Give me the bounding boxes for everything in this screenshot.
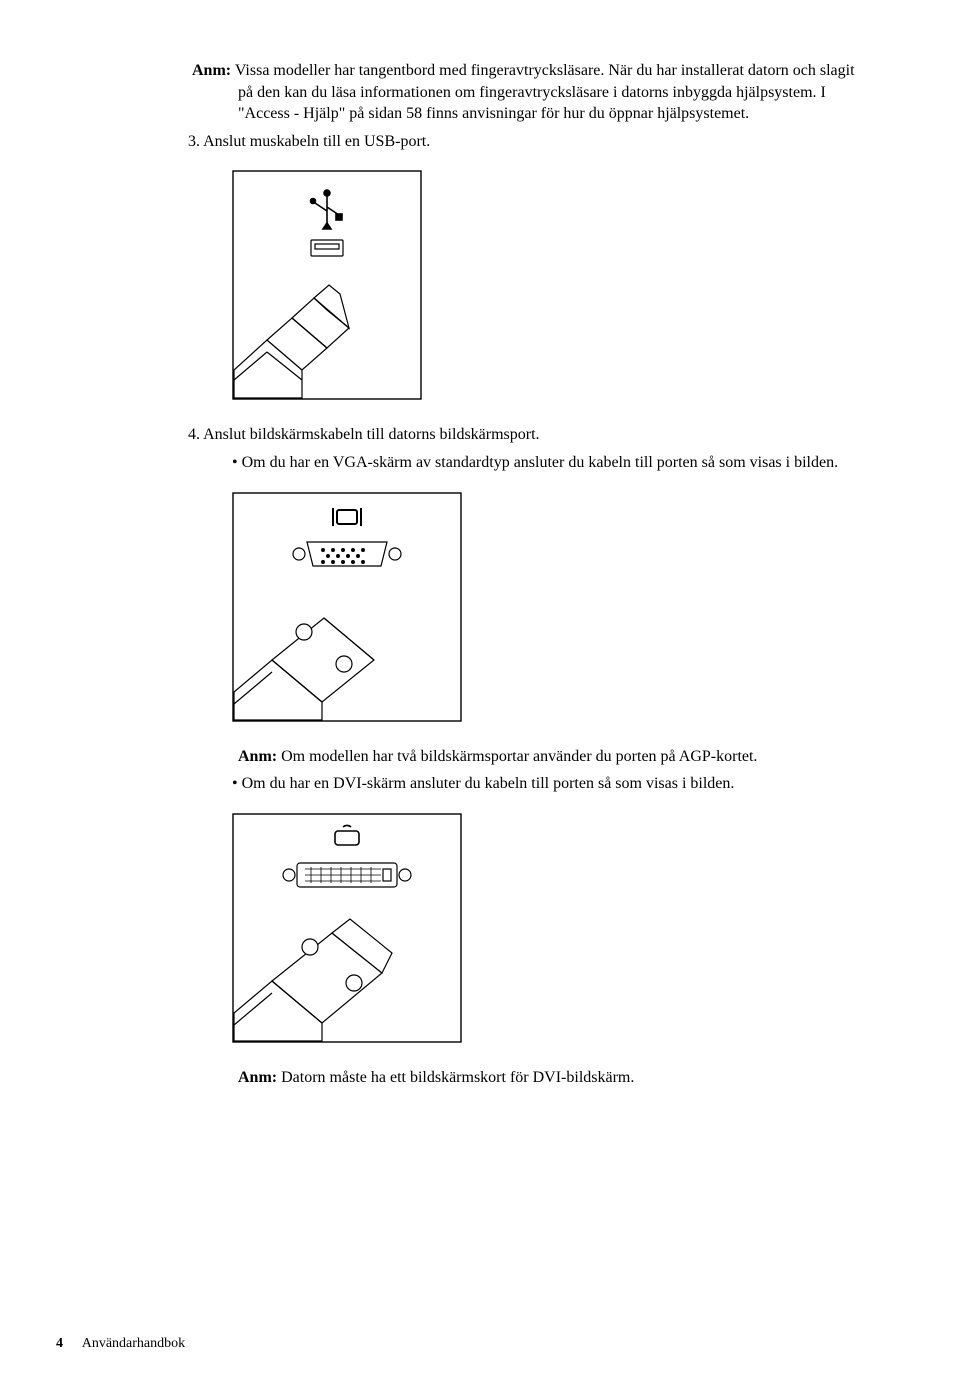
page-number: 4 <box>56 1336 63 1351</box>
bullet-dvi-marker: • <box>232 775 238 792</box>
figure-vga <box>232 492 860 722</box>
list-item-3-text: Anslut muskabeln till en USB-port. <box>203 133 430 150</box>
list-item-4-marker: 4. <box>188 426 200 443</box>
note-3-text: Datorn måste ha ett bildskärmskort för D… <box>281 1069 634 1086</box>
note-2-label: Anm: <box>238 748 277 765</box>
bullet-vga-marker: • <box>232 454 238 471</box>
note-1: Anm: Vissa modeller har tangentbord med … <box>192 60 860 125</box>
page-footer: 4 Användarhandbok <box>56 1336 185 1352</box>
note-3-label: Anm: <box>238 1069 277 1086</box>
list-item-4-text: Anslut bildskärmskabeln till datorns bil… <box>203 426 539 443</box>
figure-usb <box>232 170 860 400</box>
figure-dvi <box>232 813 860 1043</box>
bullet-dvi: • Om du har en DVI-skärm ansluter du kab… <box>232 773 860 795</box>
note-3: Anm: Datorn måste ha ett bildskärmskort … <box>238 1067 860 1089</box>
bullet-dvi-text: Om du har en DVI-skärm ansluter du kabel… <box>242 775 735 792</box>
note-2: Anm: Om modellen har två bildskärmsporta… <box>238 746 860 768</box>
list-item-3-marker: 3. <box>188 133 200 150</box>
list-item-3: 3. Anslut muskabeln till en USB-port. <box>188 131 860 153</box>
bullet-vga: • Om du har en VGA-skärm av standardtyp … <box>232 452 860 474</box>
page: Anm: Vissa modeller har tangentbord med … <box>0 0 960 1392</box>
footer-title: Användarhandbok <box>82 1336 185 1351</box>
bullet-vga-text: Om du har en VGA-skärm av standardtyp an… <box>242 454 838 471</box>
note-1-text: Vissa modeller har tangentbord med finge… <box>235 62 855 122</box>
note-1-label: Anm: <box>192 62 231 79</box>
list-item-4: 4. Anslut bildskärmskabeln till datorns … <box>188 424 860 446</box>
note-2-text: Om modellen har två bildskärmsportar anv… <box>281 748 757 765</box>
